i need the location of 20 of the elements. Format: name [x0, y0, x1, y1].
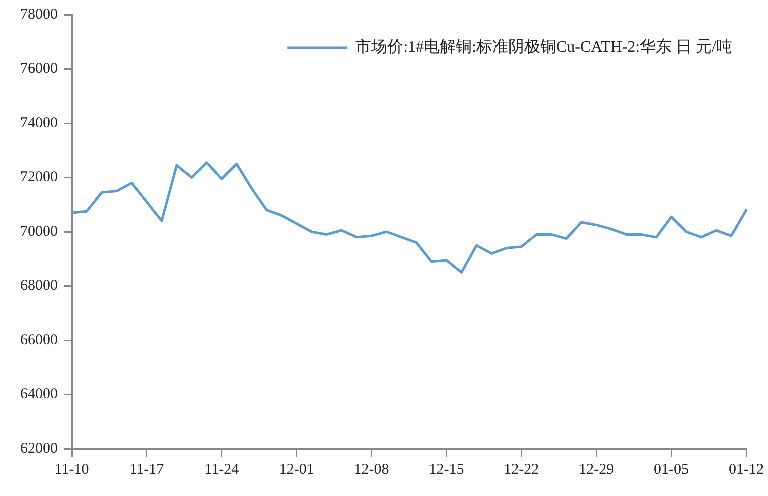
x-tick-label: 12-01 [279, 462, 314, 478]
y-tick-label: 66000 [20, 332, 58, 348]
x-tick-label: 12-22 [504, 462, 540, 478]
y-tick-label: 72000 [20, 170, 58, 186]
legend-label: 市场价:1#电解铜:标准阴极铜Cu-CATH-2:华东 日 元/吨 [356, 38, 732, 56]
y-tick-label: 78000 [20, 6, 58, 23]
y-tick-label: 74000 [20, 115, 58, 132]
x-tick-label: 12-15 [429, 462, 464, 478]
x-tick-label: 01-12 [729, 462, 764, 478]
x-tick-label: 11-10 [54, 462, 90, 478]
y-tick-label: 68000 [20, 278, 58, 294]
y-tick-label: 62000 [20, 440, 58, 457]
y-tick-label: 70000 [20, 224, 58, 240]
y-tick-label: 76000 [20, 61, 58, 78]
x-tick-label: 11-24 [204, 462, 240, 478]
y-tick-label: 64000 [20, 386, 58, 403]
x-tick-label: 12-08 [354, 462, 390, 478]
x-tick-label: 01-05 [654, 462, 690, 478]
x-tick-label: 11-17 [130, 462, 165, 478]
x-tick-label: 12-29 [579, 462, 614, 478]
